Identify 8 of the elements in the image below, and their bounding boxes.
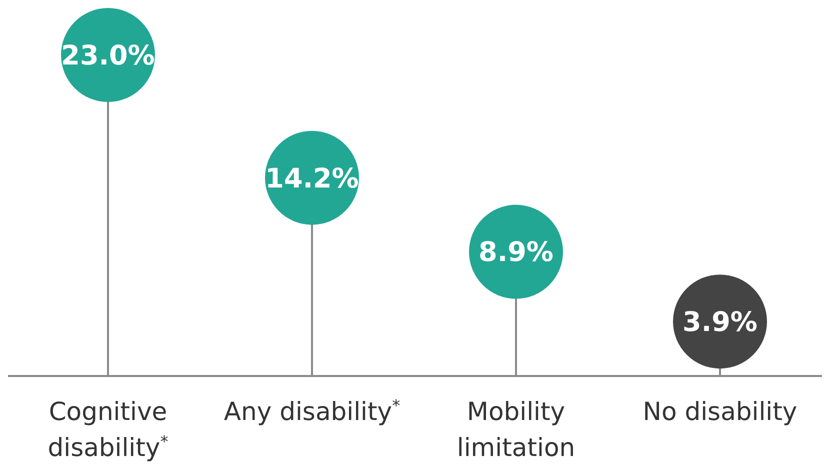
- data-label: 23.0%: [61, 40, 155, 72]
- data-label: 8.9%: [478, 237, 554, 268]
- x-tick-label: Mobility limitation: [456, 397, 576, 462]
- x-tick-label: Any disability$^{*}$: [224, 396, 400, 426]
- x-tick-label: Cognitive disability$^{*}$: [48, 397, 168, 462]
- data-label: 3.9%: [682, 307, 758, 338]
- x-tick-label: No disability: [642, 397, 798, 426]
- data-label: 14.2%: [265, 163, 359, 194]
